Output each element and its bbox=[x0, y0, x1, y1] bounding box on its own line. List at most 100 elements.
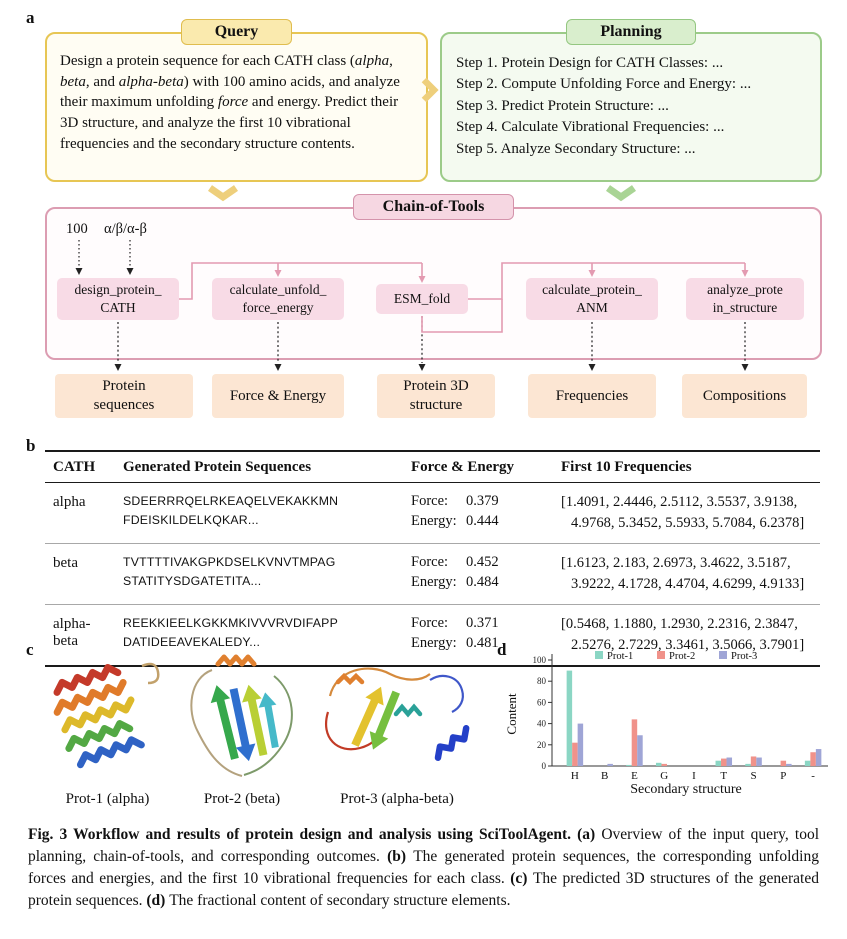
panel-label-b: b bbox=[26, 436, 36, 455]
bar-Prot-1-T bbox=[715, 760, 722, 766]
prot3-label: Prot-3 (alpha-beta) bbox=[340, 791, 454, 807]
bar-Prot-2-- bbox=[810, 752, 816, 766]
energy-value: 0.481 bbox=[466, 635, 499, 652]
y-tick-label: 100 bbox=[533, 655, 547, 665]
col-header-sequences: Generated Protein Sequences bbox=[123, 459, 312, 475]
force-value: 0.452 bbox=[466, 554, 499, 571]
bar-Prot-3-B bbox=[607, 763, 613, 766]
bar-Prot-2-P bbox=[780, 760, 787, 766]
bar-Prot-3-T bbox=[726, 757, 733, 766]
force-energy-cell: Force: 0.371 Energy: 0.481 bbox=[411, 614, 561, 656]
output-compositions: Compositions bbox=[682, 374, 807, 418]
tool-design-protein-cath: design_protein_ CATH bbox=[57, 278, 179, 320]
arrow-query-to-chain bbox=[208, 185, 238, 202]
bar-Prot-3-E bbox=[637, 735, 643, 766]
bar-Prot-2-T bbox=[721, 758, 727, 766]
legend-swatch-Prot-1 bbox=[595, 651, 603, 659]
table-header-rule bbox=[45, 482, 820, 483]
table-bottom-rule bbox=[45, 665, 820, 668]
bar-Prot-2-E bbox=[631, 719, 638, 766]
frequencies-cell: [1.6123, 2.183, 2.6973, 3.4622, 3.5187, … bbox=[561, 555, 805, 593]
caption-d-marker: (d) bbox=[146, 892, 170, 909]
x-category-label: - bbox=[811, 770, 815, 782]
x-category-label: H bbox=[571, 770, 579, 782]
output-frequencies: Frequencies bbox=[528, 374, 656, 418]
bar-Prot-2-G bbox=[661, 763, 667, 766]
tool-esm-fold: ESM_fold bbox=[376, 284, 468, 314]
input-cath-classes: α/β/α-β bbox=[104, 221, 147, 237]
output-protein-sequences: Protein sequences bbox=[55, 374, 193, 418]
cath-class: alpha bbox=[53, 494, 86, 510]
figure-caption: Fig. 3 Workflow and results of protein d… bbox=[28, 824, 819, 912]
y-tick-label: 20 bbox=[537, 740, 547, 750]
secondary-structure-chart: 0 20 40 60 80 100 H B E G I T S P - Prot-1 Prot-2 Prot-3 bbox=[533, 651, 828, 782]
prot2-label: Prot-2 (beta) bbox=[203, 791, 281, 807]
legend-label-Prot-2: Prot-2 bbox=[669, 651, 695, 662]
query-box bbox=[45, 32, 428, 182]
y-tick-label: 0 bbox=[542, 761, 547, 771]
results-table: CATH Generated Protein Sequences Force &… bbox=[45, 450, 820, 668]
col-header-frequencies: First 10 Frequencies bbox=[561, 459, 692, 475]
table-top-rule bbox=[45, 450, 820, 452]
prot1-label: Prot-1 (alpha) bbox=[65, 791, 150, 807]
query-text: Design a protein sequence for each CATH … bbox=[60, 53, 400, 152]
force-energy-cell: Force: 0.379 Energy: 0.444 bbox=[411, 492, 561, 534]
planning-step: Step 3. Predict Protein Structure: ... bbox=[456, 97, 669, 114]
caption-d-text: The fractional content of secondary stru… bbox=[169, 892, 511, 909]
bar-Prot-3-H bbox=[577, 723, 584, 766]
caption-a-marker: (a) bbox=[577, 826, 602, 843]
force-label: Force: bbox=[411, 554, 449, 571]
caption-c-marker: (c) bbox=[510, 870, 533, 887]
planning-steps: Step 1. Protein Design for CATH Classes:… bbox=[456, 53, 816, 160]
protein-structure-prot3 bbox=[325, 667, 470, 761]
x-category-label: G bbox=[660, 770, 668, 782]
legend-swatch-Prot-3 bbox=[719, 651, 727, 659]
bar-Prot-3-P bbox=[786, 763, 792, 766]
table-row-rule bbox=[45, 604, 820, 606]
query-title: Query bbox=[181, 19, 292, 45]
frequencies-cell: [1.4091, 2.4446, 2.5112, 3.5537, 3.9138,… bbox=[561, 494, 805, 532]
caption-b-text: The generated protein sequences, the cor… bbox=[28, 848, 819, 887]
input-amino-acid-count: 100 bbox=[66, 221, 88, 237]
output-protein-3d-structure: Protein 3D structure bbox=[377, 374, 495, 418]
energy-label: Energy: bbox=[411, 635, 457, 652]
caption-b-marker: (b) bbox=[387, 848, 414, 865]
panel-label-d: d bbox=[497, 640, 507, 659]
caption-a-text: Overview of the input query, tool planni… bbox=[28, 826, 820, 865]
force-label: Force: bbox=[411, 493, 449, 509]
arrow-planning-to-chain bbox=[606, 185, 636, 202]
cath-class: alpha-beta bbox=[53, 616, 91, 650]
bar-Prot-1-- bbox=[804, 760, 811, 766]
panel-label-c: c bbox=[26, 640, 34, 659]
planning-title: Planning bbox=[566, 19, 696, 45]
table-row-beta: beta TVTTTTIVAKGPKDSELKVNVTMPAG STATITYS… bbox=[45, 544, 820, 604]
protein-sequence: TVTTTTIVAKGPKDSELKVNVTMPAG STATITYSDGATE… bbox=[123, 555, 336, 589]
protein-structure-prot2 bbox=[190, 654, 293, 777]
protein-structure-prot1 bbox=[53, 662, 160, 769]
y-tick-label: 60 bbox=[537, 697, 547, 707]
bar-Prot-1-S bbox=[745, 763, 751, 766]
cath-class: beta bbox=[53, 555, 78, 572]
chart-x-axis-label: Secondary structure bbox=[630, 782, 742, 797]
protein-sequence: REEKKIEELKGKKMKIVVVRVDIFAPP DATIDEEAVEKA… bbox=[123, 616, 338, 650]
x-category-label: I bbox=[692, 770, 696, 782]
force-energy-cell: Force: 0.452 Energy: 0.484 bbox=[411, 553, 561, 595]
energy-value: 0.444 bbox=[466, 513, 499, 529]
table-row-rule bbox=[45, 543, 820, 545]
x-category-label: E bbox=[631, 770, 638, 782]
table-row-alpha-beta: alpha-beta REEKKIEELKGKKMKIVVVRVDIFAPP D… bbox=[45, 605, 820, 665]
planning-box bbox=[440, 32, 822, 182]
legend-label-Prot-1: Prot-1 bbox=[607, 651, 633, 662]
caption-fig-title: Fig. 3 Workflow and results of protein d… bbox=[28, 826, 578, 843]
x-category-label: P bbox=[780, 770, 786, 782]
bar-Prot-1-H bbox=[566, 670, 573, 766]
planning-step: Step 5. Analyze Secondary Structure: ... bbox=[456, 140, 696, 157]
energy-label: Energy: bbox=[411, 574, 457, 591]
y-tick-label: 40 bbox=[537, 719, 547, 729]
bar-Prot-1-G bbox=[655, 762, 662, 766]
x-category-label: T bbox=[720, 770, 727, 782]
legend-label-Prot-3: Prot-3 bbox=[731, 651, 757, 662]
chain-of-tools-title: Chain-of-Tools bbox=[353, 194, 514, 220]
force-value: 0.379 bbox=[466, 493, 499, 509]
